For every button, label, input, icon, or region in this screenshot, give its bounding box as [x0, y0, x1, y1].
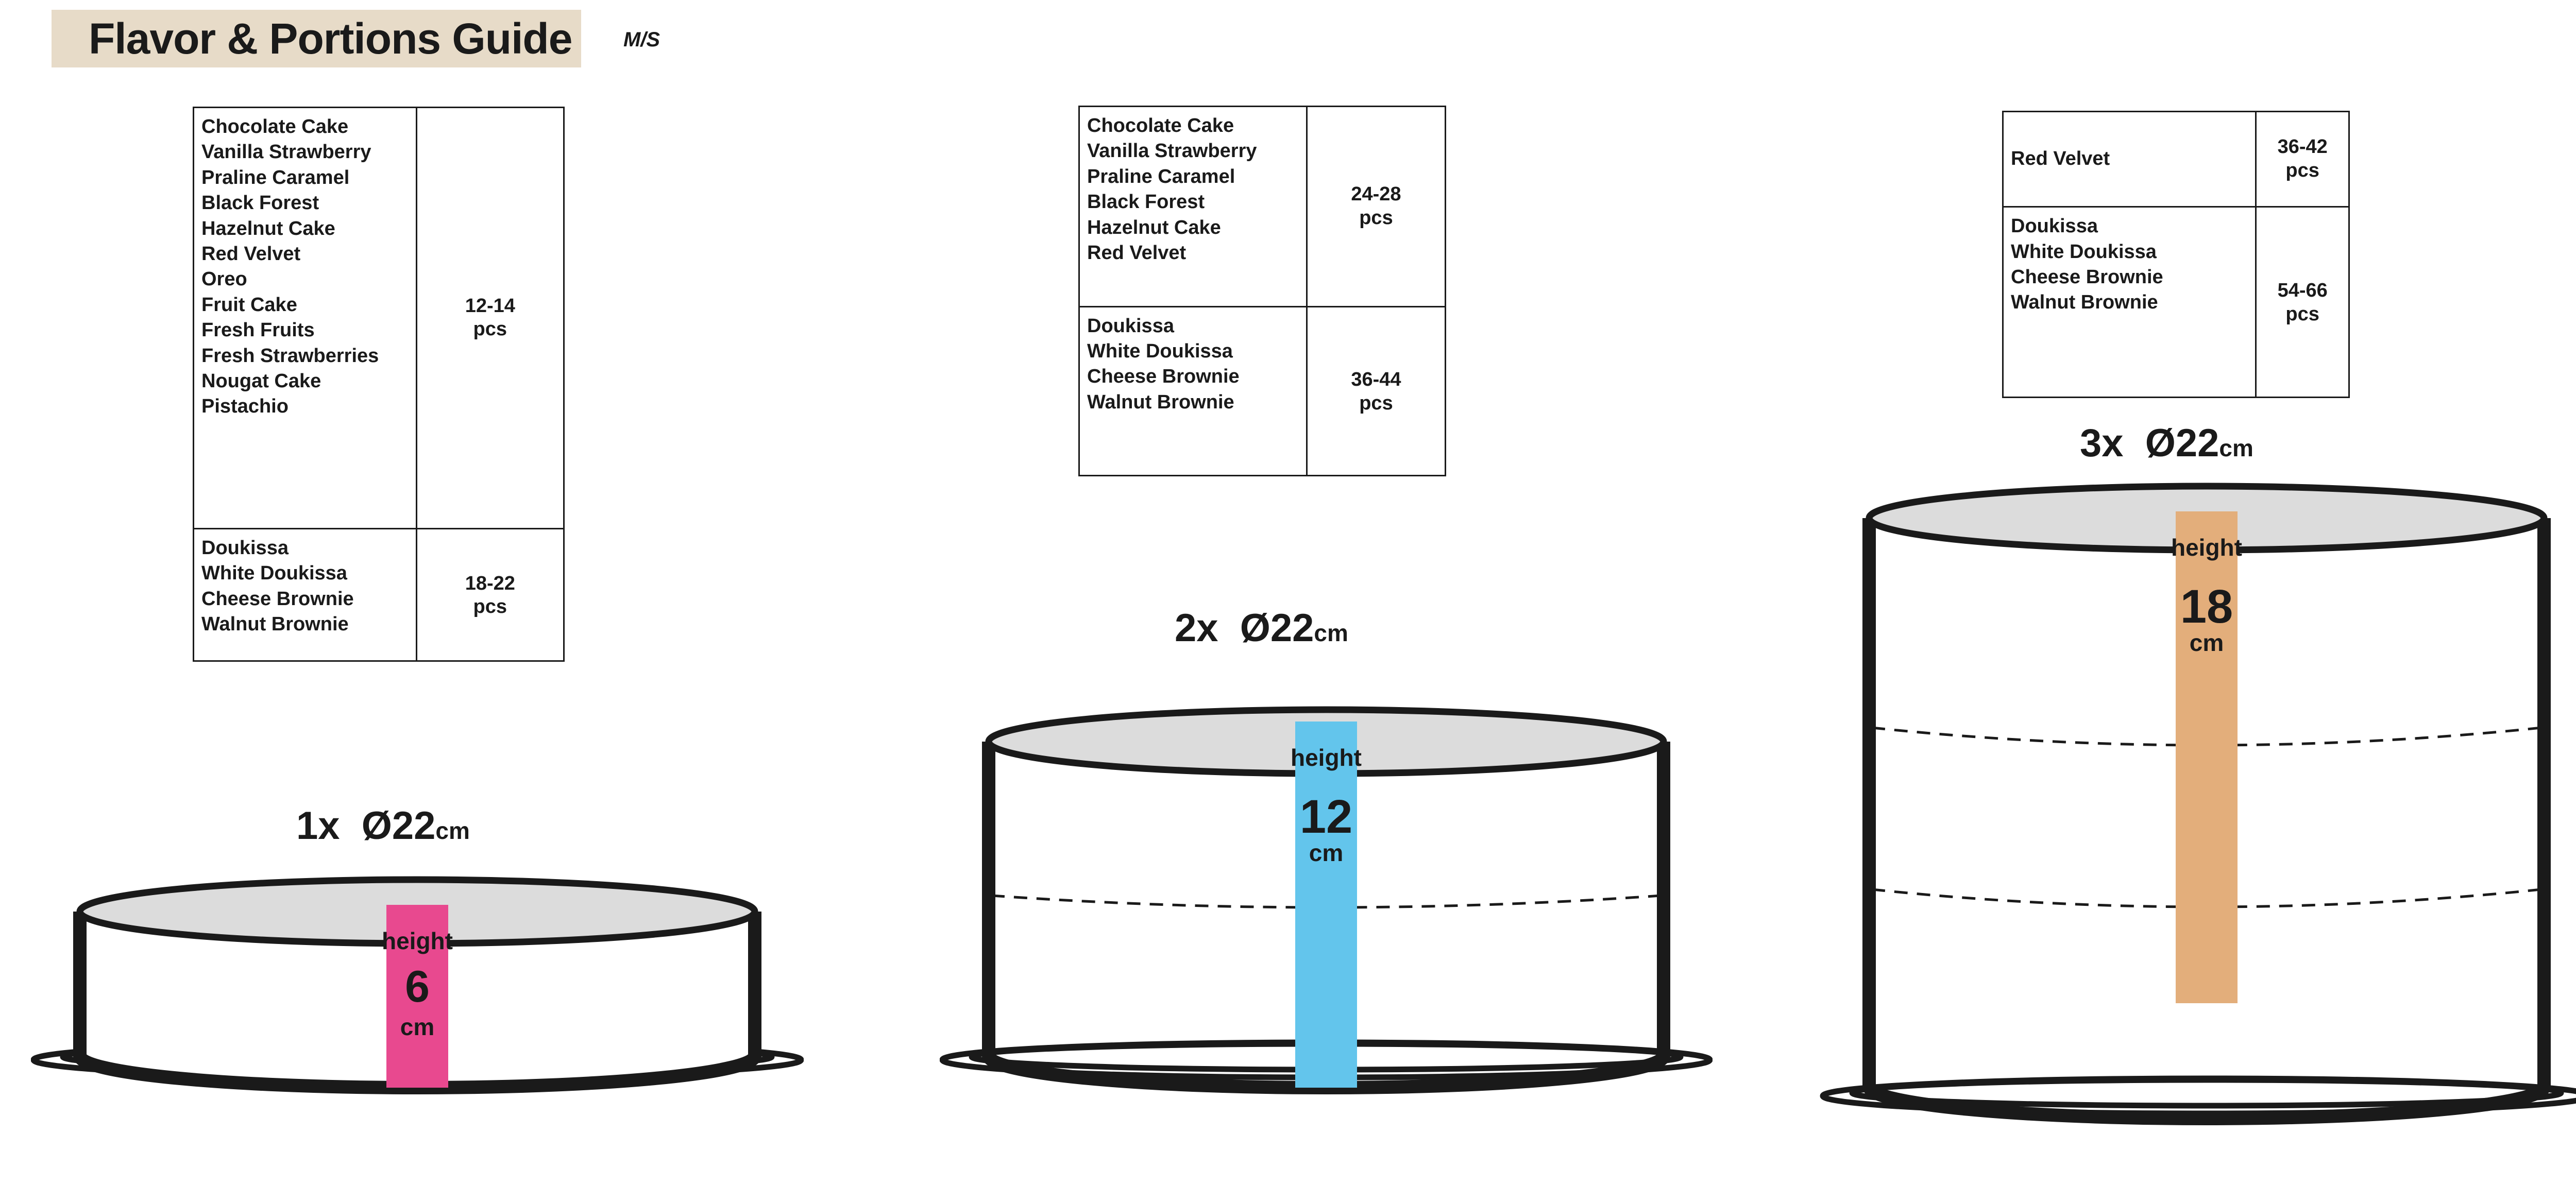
- svg-text:6: 6: [405, 962, 430, 1011]
- svg-text:height: height: [2171, 534, 2242, 561]
- svg-text:cm: cm: [2190, 629, 2224, 656]
- svg-text:height: height: [1291, 744, 1362, 771]
- svg-text:18: 18: [2180, 580, 2233, 633]
- svg-text:cm: cm: [400, 1014, 434, 1040]
- svg-text:cm: cm: [1309, 839, 1343, 866]
- svg-text:12: 12: [1300, 791, 1352, 843]
- svg-text:height: height: [382, 928, 453, 954]
